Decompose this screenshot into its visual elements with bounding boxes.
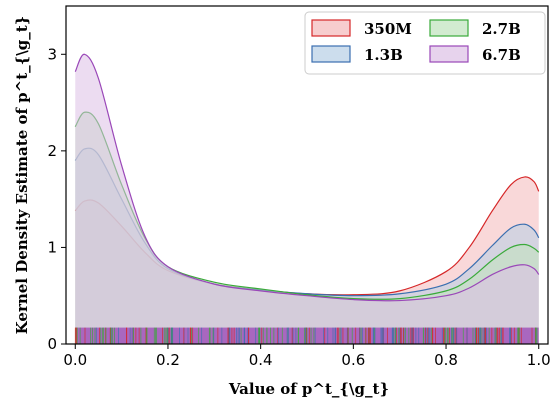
y-tick-label: 3: [47, 45, 57, 63]
legend-label-350m: 350M: [364, 20, 412, 38]
legend-swatch-1-3b: [311, 45, 351, 63]
legend-label-2-7b: 2.7B: [482, 20, 521, 38]
x-tick-label: 0.2: [156, 351, 180, 369]
y-tick-label: 0: [47, 335, 57, 353]
legend-box: [304, 11, 546, 75]
legend-swatch-350m: [311, 19, 351, 37]
x-tick-label: 0.8: [434, 351, 458, 369]
x-axis-title: Value of p^t_{\g_t}: [228, 380, 389, 398]
legend-swatch-2-7b: [429, 19, 469, 37]
y-axis-title: Kernel Density Estimate of p^t_{\g_t}: [13, 16, 31, 335]
area-fill-6-7b: [75, 54, 539, 344]
y-axis-ticks: 0 1 2 3: [47, 45, 66, 353]
rug-plot: [74, 327, 539, 344]
legend: 350M 1.3B 2.7B 6.7B: [304, 11, 546, 75]
x-tick-label: 0.6: [341, 351, 365, 369]
x-tick-label: 1.0: [527, 351, 551, 369]
x-tick-label: 0.4: [249, 351, 273, 369]
x-axis-ticks: 0.0 0.2 0.4 0.6 0.8 1.0: [63, 344, 551, 369]
kde-line-6-7b: [74, 53, 540, 302]
density-areas: [74, 53, 540, 345]
legend-label-6-7b: 6.7B: [482, 46, 521, 64]
y-tick-label: 2: [47, 142, 57, 160]
x-tick-label: 0.0: [63, 351, 87, 369]
plot-frame: [65, 5, 549, 345]
y-tick-label: 1: [47, 238, 57, 256]
legend-label-1-3b: 1.3B: [364, 46, 403, 64]
legend-swatch-6-7b: [429, 45, 469, 63]
